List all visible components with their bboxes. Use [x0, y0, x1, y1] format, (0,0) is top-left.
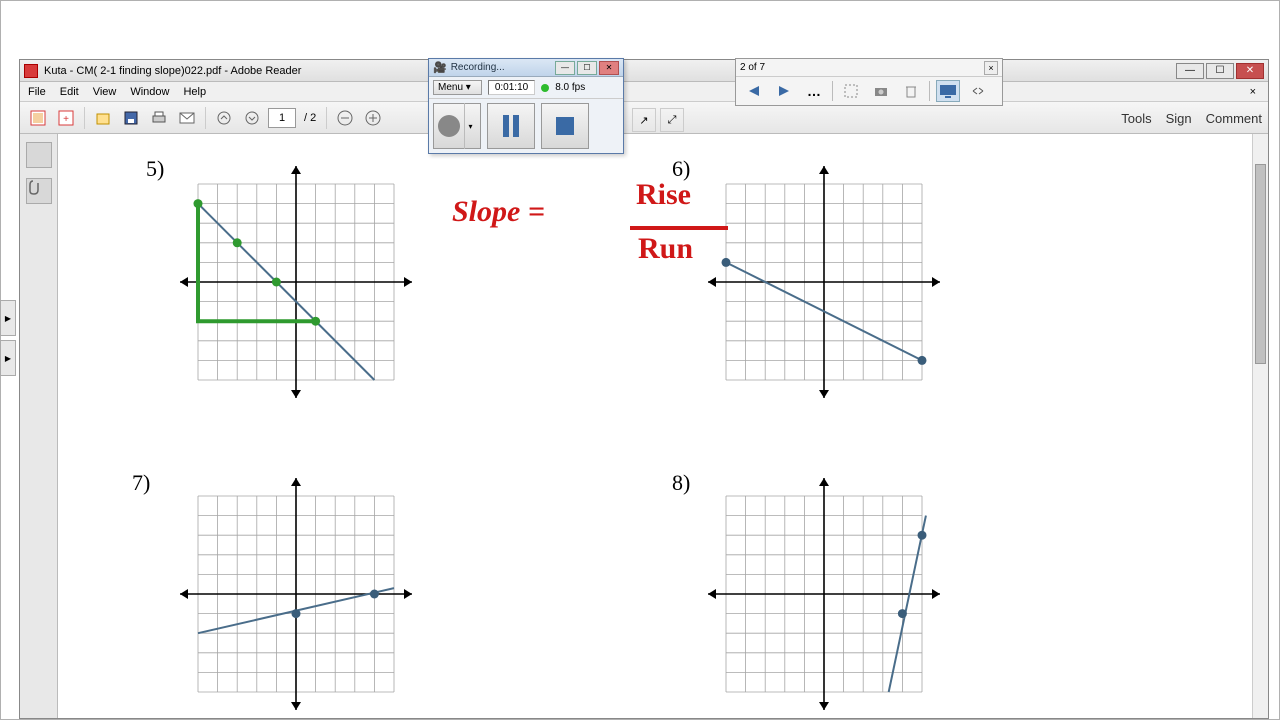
attachments-icon[interactable] — [26, 178, 52, 204]
tool-trash-icon[interactable] — [899, 80, 923, 102]
zoom-out-icon[interactable] — [333, 106, 357, 130]
nav-next-icon[interactable] — [772, 80, 796, 102]
docnav-label: 2 of 7 — [740, 62, 765, 73]
create-pdf-icon[interactable]: + — [54, 106, 78, 130]
recorder-close-button[interactable]: ✕ — [599, 61, 619, 75]
handwriting-slope: Slope = — [452, 195, 545, 229]
sidebar — [20, 134, 58, 718]
problem-label-p7: 7) — [132, 470, 150, 496]
page-total: / 2 — [304, 112, 316, 124]
menu-window[interactable]: Window — [130, 86, 169, 98]
graph-p6 — [704, 162, 944, 402]
problem-label-p8: 8) — [672, 470, 690, 496]
menu-bar: File Edit View Window Help × — [20, 82, 1268, 102]
maximize-button[interactable]: ☐ — [1206, 63, 1234, 79]
recorder-title: Recording... — [451, 62, 553, 73]
email-icon[interactable] — [175, 106, 199, 130]
menu-help[interactable]: Help — [183, 86, 206, 98]
page-view[interactable]: 5) 6) 7) 8) — [58, 134, 1268, 718]
close-button[interactable]: ✕ — [1236, 63, 1264, 79]
menu-edit[interactable]: Edit — [60, 86, 79, 98]
sign-tab[interactable]: Sign — [1166, 111, 1192, 126]
nav-prev-icon[interactable] — [742, 80, 766, 102]
pdf-icon — [24, 64, 38, 78]
title-bar[interactable]: Kuta - CM( 2-1 finding slope)022.pdf - A… — [20, 60, 1268, 82]
stop-button[interactable] — [541, 103, 589, 149]
export-pdf-icon[interactable] — [26, 106, 50, 130]
docnav-close-icon[interactable]: × — [984, 61, 998, 75]
graph-p5 — [176, 162, 416, 402]
svg-text:+: + — [63, 114, 69, 125]
menu-view[interactable]: View — [93, 86, 117, 98]
page-up-icon[interactable] — [212, 106, 236, 130]
tool-resize-icon[interactable] — [966, 80, 990, 102]
fullscreen-icon[interactable]: ⤢ — [660, 108, 684, 132]
selection-tool-icon[interactable]: ↗ — [632, 108, 656, 132]
left-panel-handle[interactable]: ▶ ▶ — [0, 300, 18, 380]
tool-camera-icon[interactable] — [869, 80, 893, 102]
recorder-maximize-button[interactable]: ☐ — [577, 61, 597, 75]
recorder-time: 0:01:10 — [488, 80, 535, 95]
graph-p7 — [176, 474, 416, 714]
recording-indicator-icon — [541, 84, 549, 92]
vertical-scrollbar[interactable] — [1252, 134, 1268, 718]
menu-close-x[interactable]: × — [1246, 86, 1260, 98]
document-area: 5) 6) 7) 8) — [20, 134, 1268, 718]
recorder-fps: 8.0 fps — [555, 82, 585, 93]
thumbnails-icon[interactable] — [26, 142, 52, 168]
recorder-menu-dropdown[interactable]: Menu ▾ — [433, 80, 482, 95]
pause-button[interactable] — [487, 103, 535, 149]
nav-more-icon[interactable]: … — [802, 80, 826, 102]
handwriting-rise: Rise — [636, 178, 691, 212]
page-number-input[interactable] — [268, 108, 296, 128]
camera-icon: 🎥 — [433, 61, 447, 74]
minimize-button[interactable]: — — [1176, 63, 1204, 79]
handwriting-fraction-bar — [630, 226, 728, 230]
print-icon[interactable] — [147, 106, 171, 130]
handwriting-run: Run — [638, 232, 693, 266]
adobe-reader-window: Kuta - CM( 2-1 finding slope)022.pdf - A… — [19, 59, 1269, 719]
toolbar-extra: ↗ ⤢ — [632, 108, 684, 132]
problem-label-p5: 5) — [146, 156, 164, 182]
tool-select-icon[interactable] — [839, 80, 863, 102]
graph-p8 — [704, 474, 944, 714]
save-icon[interactable] — [119, 106, 143, 130]
open-icon[interactable] — [91, 106, 115, 130]
tool-monitor-icon[interactable] — [936, 80, 960, 102]
screen-recorder-window[interactable]: 🎥 Recording... — ☐ ✕ Menu ▾ 0:01:10 8.0 … — [428, 58, 624, 154]
annotation-toolbar[interactable]: 2 of 7 × … — [735, 58, 1003, 106]
record-button[interactable]: ▾ — [433, 103, 481, 149]
tools-tab[interactable]: Tools — [1121, 111, 1151, 126]
zoom-in-icon[interactable] — [361, 106, 385, 130]
menu-file[interactable]: File — [28, 86, 46, 98]
recorder-minimize-button[interactable]: — — [555, 61, 575, 75]
comment-tab[interactable]: Comment — [1206, 111, 1262, 126]
page-down-icon[interactable] — [240, 106, 264, 130]
